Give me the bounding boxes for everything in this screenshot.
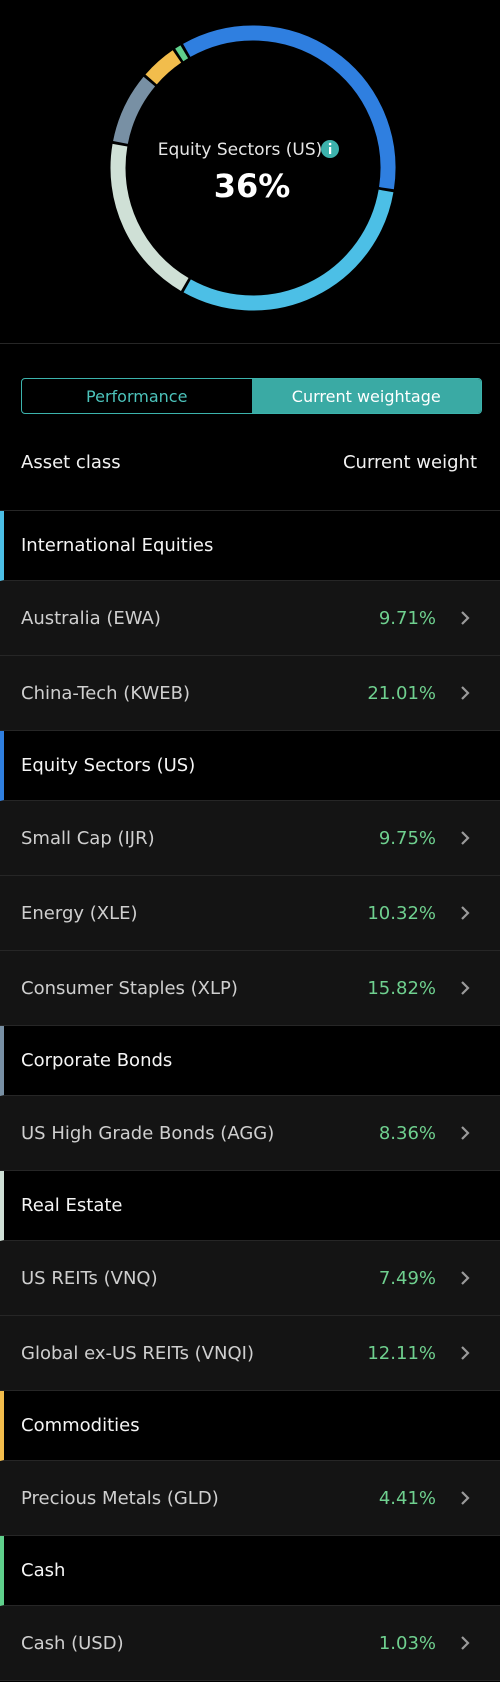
asset-weight: 9.71% [378, 607, 436, 629]
tab-switch: Performance Current weightage [21, 378, 482, 414]
donut-segment [145, 50, 182, 85]
chevron-path [461, 1271, 470, 1285]
asset-name: Consumer Staples (XLP) [21, 977, 238, 999]
chevron-icon [461, 981, 470, 995]
asset-row[interactable]: Global ex-US REITs (VNQI) 12.11% [0, 1316, 500, 1391]
chevron-path [461, 611, 470, 625]
asset-row[interactable]: Australia (EWA) 9.71% [0, 581, 500, 656]
tab[interactable]: Performance [86, 386, 188, 406]
asset-row[interactable]: Consumer Staples (XLP) 15.82% [0, 951, 500, 1026]
asset-row[interactable]: China-Tech (KWEB) 21.01% [0, 656, 500, 731]
asset-row[interactable]: US High Grade Bonds (AGG) 8.36% [0, 1096, 500, 1171]
table-header: Asset class Current weight [0, 414, 500, 511]
group-name: Corporate Bonds [21, 1050, 173, 1071]
donut-center-value: 36% [214, 167, 291, 205]
chevron-icon [461, 906, 470, 920]
group-row: Commodities [0, 1391, 500, 1461]
chevron-icon [461, 686, 470, 700]
asset-name: Energy (XLE) [21, 902, 138, 924]
group-name: Equity Sectors (US) [21, 755, 196, 776]
chevron-path [461, 981, 470, 995]
asset-row[interactable]: Energy (XLE) 10.32% [0, 876, 500, 951]
asset-weight: 21.01% [367, 682, 436, 704]
donut-segment [183, 25, 396, 190]
info-icon[interactable] [321, 140, 339, 158]
chevron-path [461, 686, 470, 700]
asset-name: US High Grade Bonds (AGG) [21, 1122, 275, 1144]
tab[interactable]: Current weightage [251, 379, 481, 413]
asset-row[interactable]: Cash (USD) 1.03% [0, 1606, 500, 1681]
donut-center-label: Equity Sectors (US) [158, 140, 323, 160]
chevron-icon [461, 831, 470, 845]
asset-weight: 10.32% [367, 902, 436, 924]
asset-row[interactable]: US REITs (VNQ) 7.49% [0, 1241, 500, 1316]
group-row: Equity Sectors (US) [0, 731, 500, 801]
asset-name: Global ex-US REITs (VNQI) [21, 1342, 254, 1364]
asset-weight: 12.11% [367, 1342, 436, 1364]
chevron-path [461, 906, 470, 920]
chevron-icon [461, 1346, 470, 1360]
asset-list: International Equities Australia (EWA) 9.7… [0, 511, 500, 1681]
asset-name: China-Tech (KWEB) [21, 682, 191, 704]
chevron-path [461, 1346, 470, 1360]
asset-name: Precious Metals (GLD) [21, 1487, 219, 1509]
donut-segment [113, 76, 156, 145]
asset-name: Small Cap (IJR) [21, 827, 155, 849]
group-name: Cash [21, 1560, 66, 1581]
chevron-path [461, 1491, 470, 1505]
asset-name: Australia (EWA) [21, 607, 161, 629]
asset-row[interactable]: Precious Metals (GLD) 4.41% [0, 1461, 500, 1536]
asset-name: US REITs (VNQ) [21, 1267, 158, 1289]
chevron-path [461, 1126, 470, 1140]
asset-weight: 4.41% [378, 1487, 436, 1509]
chevron-icon [461, 1271, 470, 1285]
donut-segment [183, 189, 394, 311]
chevron-icon [461, 1126, 470, 1140]
asset-row[interactable]: Small Cap (IJR) 9.75% [0, 801, 500, 876]
asset-weight: 9.75% [378, 827, 436, 849]
donut-segment [110, 143, 189, 291]
asset-weight: 8.36% [378, 1122, 436, 1144]
asset-weight: 1.03% [378, 1632, 436, 1654]
chevron-icon [461, 611, 470, 625]
chevron-path [461, 831, 470, 845]
group-row: Real Estate [0, 1171, 500, 1241]
group-row: International Equities [0, 511, 500, 581]
header-asset-class: Asset class [21, 451, 121, 473]
donut-chart: Equity Sectors (US) 36% [110, 25, 396, 311]
group-name: Commodities [21, 1415, 140, 1436]
chevron-icon [461, 1491, 470, 1505]
asset-name: Cash (USD) [21, 1632, 124, 1654]
group-name: International Equities [21, 535, 214, 556]
donut-segment [175, 45, 189, 62]
asset-weight: 7.49% [378, 1267, 436, 1289]
divider [0, 343, 500, 344]
header-current-weight: Current weight [342, 451, 477, 473]
asset-weight: 15.82% [367, 977, 436, 999]
chevron-icon [461, 1636, 470, 1650]
group-row: Cash [0, 1536, 500, 1606]
group-name: Real Estate [21, 1195, 123, 1216]
chevron-path [461, 1636, 470, 1650]
group-row: Corporate Bonds [0, 1026, 500, 1096]
